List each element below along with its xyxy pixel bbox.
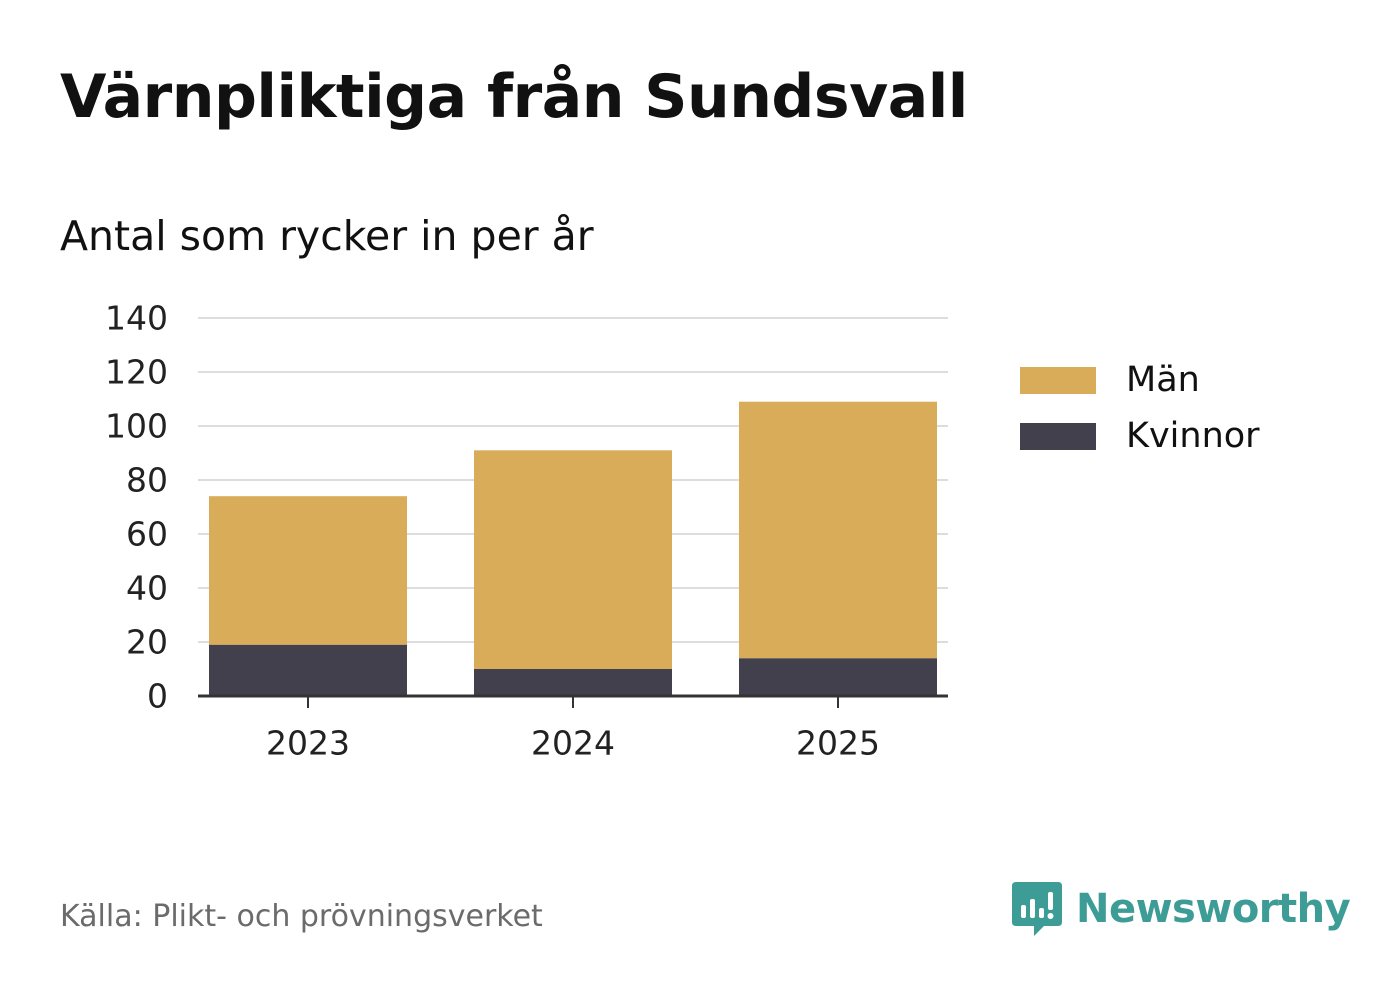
bar-kvinnor-2025 (739, 658, 937, 696)
y-tick-label: 100 (105, 407, 168, 446)
x-tick-label: 2025 (796, 724, 880, 763)
chart-subtitle: Antal som rycker in per år (60, 212, 594, 260)
legend-swatch-man (1020, 366, 1096, 394)
chart-title: Värnpliktiga från Sundsvall (60, 62, 968, 132)
bar-kvinnor-2024 (474, 669, 672, 696)
newsworthy-logo-icon (1012, 882, 1062, 936)
y-tick-label: 60 (126, 515, 168, 554)
y-tick-label: 40 (126, 569, 168, 608)
x-tick-label: 2024 (531, 724, 615, 763)
newsworthy-logo[interactable]: Newsworthy (1010, 878, 1351, 940)
source-note: Källa: Plikt- och prövningsverket (60, 899, 543, 934)
legend-label-man: Män (1126, 360, 1200, 400)
y-tick-label: 140 (105, 299, 168, 338)
bar-mn-2024 (474, 450, 672, 669)
newsworthy-logo-text: Newsworthy (1076, 886, 1351, 932)
stacked-bar-chart: 0 20 40 60 80 100 120 140 2023 2024 2025 (105, 299, 948, 763)
bar-mn-2025 (739, 401, 937, 659)
x-tick-label: 2023 (266, 724, 350, 763)
legend-swatch-kvinnor (1020, 422, 1096, 450)
y-tick-label: 20 (126, 623, 168, 662)
bars (209, 401, 937, 696)
y-tick-label: 0 (147, 677, 168, 716)
bar-mn-2023 (209, 496, 407, 645)
legend-label-kvinnor: Kvinnor (1126, 416, 1260, 456)
legend-item-kvinnor: Kvinnor (1020, 408, 1260, 464)
y-tick-label: 80 (126, 461, 168, 500)
x-axis-ticks: 2023 2024 2025 (266, 696, 880, 763)
legend: Män Kvinnor (1020, 352, 1260, 464)
legend-item-man: Män (1020, 352, 1260, 408)
y-axis-ticks: 0 20 40 60 80 100 120 140 (105, 299, 168, 716)
y-tick-label: 120 (105, 353, 168, 392)
bar-kvinnor-2023 (209, 644, 407, 696)
